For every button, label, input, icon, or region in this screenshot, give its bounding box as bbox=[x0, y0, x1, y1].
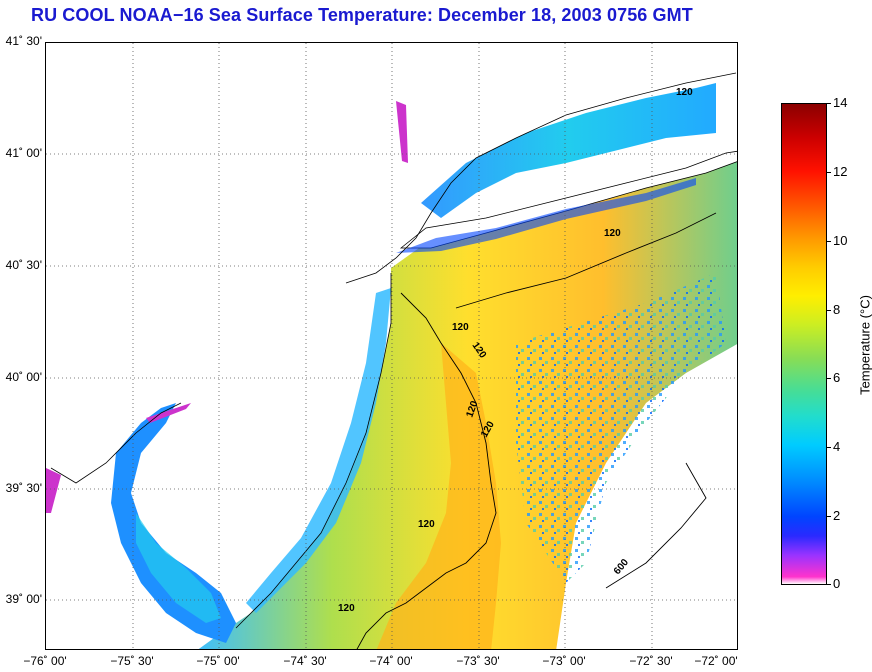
lon-label-73-00: −73˚ 00' bbox=[542, 654, 586, 668]
colorbar-tick-mark bbox=[826, 378, 831, 379]
colorbar-tick-6: 6 bbox=[833, 370, 841, 385]
coastline bbox=[235, 273, 392, 629]
contour-label: 120 bbox=[338, 603, 355, 614]
colorbar-tick-14: 14 bbox=[833, 95, 848, 110]
colorbar-tick-mark bbox=[826, 516, 831, 517]
lat-label-39-30: 39˚ 30' bbox=[5, 481, 42, 495]
lat-label-40-00: 40˚ 00' bbox=[5, 370, 42, 384]
contour-label: 120 bbox=[418, 519, 435, 530]
colorbar-tick-mark bbox=[826, 584, 831, 585]
colorbar-tick-mark bbox=[826, 103, 831, 104]
nj-coast-strip bbox=[246, 288, 391, 613]
contour-label: 120 bbox=[676, 87, 693, 98]
lat-label-39-00: 39˚ 00' bbox=[5, 592, 42, 606]
coastline bbox=[345, 72, 737, 284]
colorbar-tick-4: 4 bbox=[833, 439, 841, 454]
lat-label-41-00: 41˚ 00' bbox=[5, 146, 42, 160]
sst-warm-core bbox=[376, 343, 501, 649]
delaware-bay-inner bbox=[136, 513, 221, 623]
sst-delaware-bay bbox=[111, 403, 236, 643]
lat-label-40-30: 40˚ 30' bbox=[5, 258, 42, 272]
temperature-colorbar bbox=[781, 103, 827, 585]
colorbar-tick-mark bbox=[826, 241, 831, 242]
sst-map: 120 120 120 120 120 120 120 120 600 bbox=[45, 42, 738, 650]
lon-label-75-00: −75˚ 00' bbox=[196, 654, 240, 668]
lon-label-72-00: −72˚ 00' bbox=[694, 654, 738, 668]
lon-label-74-30: −74˚ 30' bbox=[283, 654, 327, 668]
lon-label-73-30: −73˚ 30' bbox=[456, 654, 500, 668]
cloud-edge-artifact bbox=[396, 101, 408, 163]
colorbar-tick-2: 2 bbox=[833, 508, 841, 523]
colorbar-tick-0: 0 bbox=[833, 576, 841, 591]
li-south-shore-band bbox=[396, 178, 696, 253]
colorbar-tick-8: 8 bbox=[833, 302, 841, 317]
coastline bbox=[50, 402, 182, 484]
lon-label-76-00: −76˚ 00' bbox=[23, 654, 67, 668]
lon-label-72-30: −72˚ 30' bbox=[629, 654, 673, 668]
lon-label-74-00: −74˚ 00' bbox=[369, 654, 413, 668]
colorbar-tick-mark bbox=[826, 310, 831, 311]
graticule bbox=[46, 43, 737, 649]
lat-label-41-30: 41˚ 30' bbox=[5, 34, 42, 48]
contour-label: 120 bbox=[604, 228, 621, 239]
colorbar-title: Temperature (°C) bbox=[857, 295, 872, 395]
map-canvas: 120 120 120 120 120 120 120 120 600 bbox=[46, 43, 737, 649]
colorbar-tick-12: 12 bbox=[833, 164, 848, 179]
colorbar-tick-mark bbox=[826, 447, 831, 448]
bathymetry-contours bbox=[356, 212, 717, 649]
cloud-edge-artifact bbox=[46, 468, 61, 513]
cloud-edge-artifact bbox=[146, 403, 191, 423]
chart-title: RU COOL NOAA−16 Sea Surface Temperature:… bbox=[31, 5, 693, 25]
lon-label-75-30: −75˚ 30' bbox=[110, 654, 154, 668]
colorbar-tick-mark bbox=[826, 172, 831, 173]
sst-offshore-speckle bbox=[516, 273, 726, 583]
sst-long-island-sound bbox=[421, 83, 716, 218]
contour-label: 120 bbox=[452, 322, 469, 333]
colorbar-tick-10: 10 bbox=[833, 233, 848, 248]
